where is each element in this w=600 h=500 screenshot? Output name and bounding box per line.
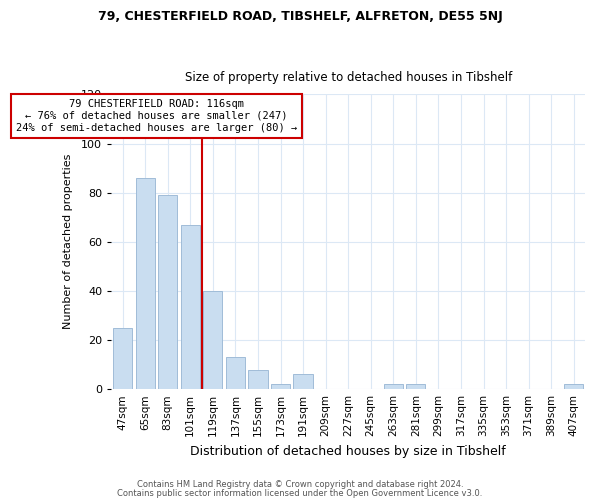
Bar xyxy=(113,328,132,389)
Text: Contains public sector information licensed under the Open Government Licence v3: Contains public sector information licen… xyxy=(118,488,482,498)
Y-axis label: Number of detached properties: Number of detached properties xyxy=(63,154,73,330)
Bar xyxy=(406,384,425,389)
Bar xyxy=(181,224,200,389)
Text: Contains HM Land Registry data © Crown copyright and database right 2024.: Contains HM Land Registry data © Crown c… xyxy=(137,480,463,489)
Bar xyxy=(383,384,403,389)
Text: 79, CHESTERFIELD ROAD, TIBSHELF, ALFRETON, DE55 5NJ: 79, CHESTERFIELD ROAD, TIBSHELF, ALFRETO… xyxy=(98,10,502,23)
Bar xyxy=(203,291,223,389)
Text: 79 CHESTERFIELD ROAD: 116sqm
← 76% of detached houses are smaller (247)
24% of s: 79 CHESTERFIELD ROAD: 116sqm ← 76% of de… xyxy=(16,100,297,132)
Bar xyxy=(271,384,290,389)
Bar xyxy=(136,178,155,389)
Bar xyxy=(226,357,245,389)
Bar xyxy=(293,374,313,389)
Title: Size of property relative to detached houses in Tibshelf: Size of property relative to detached ho… xyxy=(185,70,512,84)
X-axis label: Distribution of detached houses by size in Tibshelf: Distribution of detached houses by size … xyxy=(190,444,506,458)
Bar xyxy=(564,384,583,389)
Bar xyxy=(158,195,178,389)
Bar xyxy=(248,370,268,389)
